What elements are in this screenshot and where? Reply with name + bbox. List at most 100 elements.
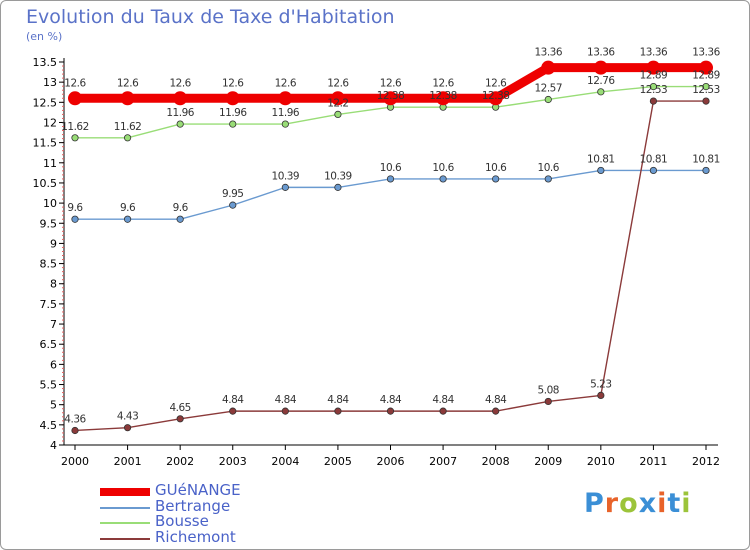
data-point xyxy=(597,391,605,400)
logo-letter: i xyxy=(657,488,668,519)
data-point xyxy=(120,91,135,106)
legend-label: GUéNANGE xyxy=(155,481,241,499)
y-tick-label: 8.5 xyxy=(40,258,58,271)
proxiti-logo: Proxiti xyxy=(584,488,692,519)
data-point xyxy=(541,60,556,75)
data-point xyxy=(281,407,289,415)
logo-letter: t xyxy=(667,488,682,519)
data-point xyxy=(439,407,447,415)
x-tick-label: 2008 xyxy=(482,455,510,468)
y-tick-label: 10 xyxy=(43,197,57,210)
data-point xyxy=(702,166,710,175)
x-tick-label: 2000 xyxy=(61,455,89,468)
data-label: 10.6 xyxy=(538,162,560,174)
data-label: 13.36 xyxy=(534,47,562,59)
data-label: 9.95 xyxy=(222,188,243,200)
y-tick-label: 6 xyxy=(50,358,57,371)
data-label: 12.6 xyxy=(169,77,191,89)
y-tick-label: 11.5 xyxy=(33,137,58,150)
chart-title: Evolution du Taux de Taxe d'Habitation xyxy=(26,6,395,28)
data-label: 12.89 xyxy=(640,70,668,82)
data-point xyxy=(281,120,289,128)
data-label: 12.38 xyxy=(482,90,510,102)
data-label: 4.65 xyxy=(169,402,190,414)
data-label: 4.84 xyxy=(222,394,244,406)
data-point xyxy=(71,426,79,435)
y-tick-label: 4.5 xyxy=(40,419,58,432)
y-tick-label: 9.5 xyxy=(40,217,58,230)
x-tick-label: 2004 xyxy=(271,455,299,468)
data-label: 12.6 xyxy=(222,77,244,89)
data-label: 5.23 xyxy=(590,378,611,390)
data-label: 12.53 xyxy=(692,84,720,96)
data-point xyxy=(699,60,713,75)
data-label: 10.6 xyxy=(432,162,454,174)
data-point xyxy=(488,91,503,106)
y-tick-label: 10.5 xyxy=(33,177,58,190)
data-point xyxy=(649,166,658,175)
data-point xyxy=(436,91,451,106)
data-point xyxy=(123,134,132,142)
x-tick-label: 2002 xyxy=(166,455,194,468)
data-label: 10.81 xyxy=(587,153,615,165)
data-point xyxy=(334,183,342,191)
y-tick-label: 4 xyxy=(50,439,57,452)
data-label: 10.81 xyxy=(640,153,668,165)
data-label: 10.6 xyxy=(380,162,402,174)
x-tick-label: 2009 xyxy=(534,455,562,468)
y-tick-label: 9 xyxy=(50,237,57,250)
x-tick-label: 2010 xyxy=(587,455,615,468)
data-label: 9.6 xyxy=(67,202,83,214)
x-tick-label: 2003 xyxy=(219,455,247,468)
data-label: 12.89 xyxy=(692,70,720,82)
data-point xyxy=(229,120,237,128)
data-label: 13.36 xyxy=(640,47,668,59)
data-point xyxy=(123,424,132,432)
data-point xyxy=(702,97,710,105)
x-tick-label: 2001 xyxy=(114,455,142,468)
y-tick-label: 13 xyxy=(43,76,57,89)
y-tick-label: 8 xyxy=(50,278,57,291)
data-point xyxy=(544,397,552,406)
logo-letter: P xyxy=(584,488,605,519)
y-tick-label: 13.5 xyxy=(33,56,58,69)
logo-letter: x xyxy=(638,488,658,519)
data-point xyxy=(229,407,237,415)
logo-letter: r xyxy=(604,488,620,519)
data-point xyxy=(176,415,184,423)
legend-label: Richemont xyxy=(155,527,236,546)
data-label: 12.6 xyxy=(380,77,402,89)
data-label: 11.62 xyxy=(61,121,89,133)
data-label: 9.6 xyxy=(120,202,136,214)
data-label: 4.36 xyxy=(64,413,86,425)
data-label: 11.96 xyxy=(219,107,247,119)
data-point xyxy=(281,183,289,191)
data-point xyxy=(597,88,605,96)
data-label: 10.81 xyxy=(692,153,720,165)
data-point xyxy=(544,175,552,183)
data-point xyxy=(71,215,79,223)
data-point xyxy=(334,407,342,415)
data-point xyxy=(593,60,608,75)
data-label: 12.6 xyxy=(117,77,139,89)
data-label: 12.38 xyxy=(429,90,457,102)
data-point xyxy=(439,175,447,183)
data-label: 10.6 xyxy=(485,162,507,174)
y-tick-label: 5 xyxy=(50,399,57,412)
data-point xyxy=(597,166,605,175)
data-point xyxy=(176,120,184,128)
data-point xyxy=(225,91,240,106)
data-label: 12.57 xyxy=(534,82,562,94)
y-tick-label: 12 xyxy=(43,116,57,129)
y-tick-label: 6.5 xyxy=(40,338,58,351)
data-point xyxy=(334,110,342,119)
data-label: 4.84 xyxy=(432,394,454,406)
data-label: 4.84 xyxy=(380,394,402,406)
y-tick-label: 7 xyxy=(50,318,57,331)
x-tick-label: 2012 xyxy=(692,455,720,468)
data-label: 12.6 xyxy=(327,77,349,89)
data-point xyxy=(386,175,395,183)
data-label: 13.36 xyxy=(587,47,615,59)
x-tick-label: 2011 xyxy=(639,455,667,468)
data-label: 4.84 xyxy=(327,394,349,406)
